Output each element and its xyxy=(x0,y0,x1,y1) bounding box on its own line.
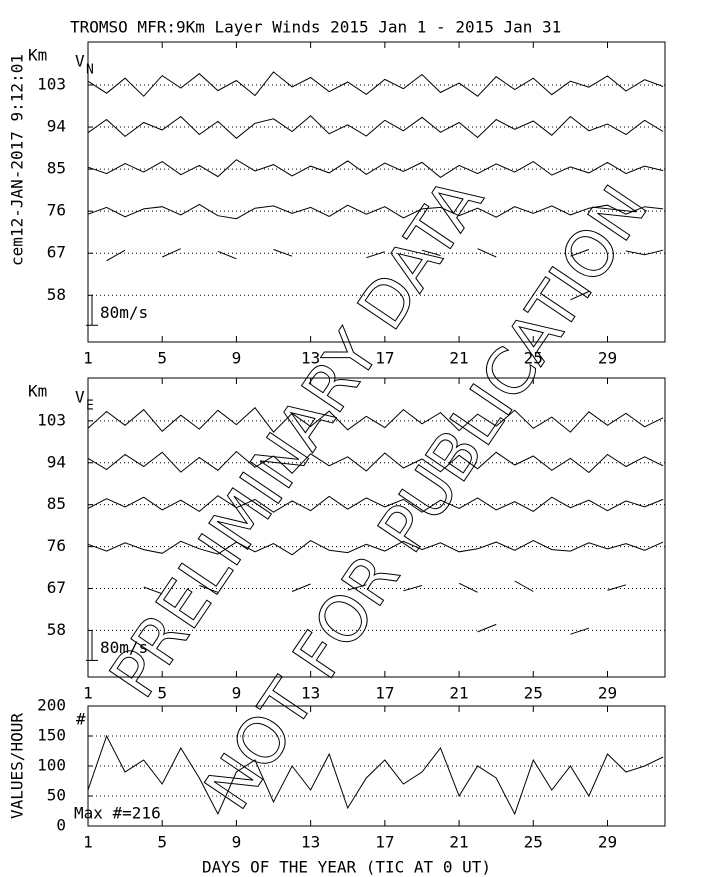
y-tick-label: 103 xyxy=(37,74,66,93)
wind-trace xyxy=(87,450,664,475)
y-tick-label: 94 xyxy=(47,452,66,471)
scale-bar-label: 80m/s xyxy=(100,638,148,657)
x-tick-label: 25 xyxy=(524,349,543,368)
x-tick-label: 1 xyxy=(83,684,93,703)
wind-trace xyxy=(87,115,664,139)
component-label: V xyxy=(75,52,85,71)
x-tick-label: 17 xyxy=(375,349,394,368)
y-tick-label: 85 xyxy=(47,494,66,513)
y-tick-label: 150 xyxy=(37,726,66,745)
stamp: cem12-JAN-2017 9:12:01 xyxy=(8,54,27,266)
y-tick-label: 67 xyxy=(47,243,66,262)
y-tick-label: 58 xyxy=(47,285,66,304)
annotation: Max #=216 xyxy=(74,804,161,823)
y-tick-label: 200 xyxy=(37,696,66,715)
component-subscript: E xyxy=(86,399,94,414)
x-tick-label: 21 xyxy=(449,833,468,852)
y-tick-label: 0 xyxy=(56,816,66,835)
y-tick-label: 76 xyxy=(47,201,66,220)
y-tick-label: 76 xyxy=(47,536,66,555)
x-tick-label: 29 xyxy=(598,833,617,852)
y-tick-label: 100 xyxy=(37,756,66,775)
scale-bar-label: 80m/s xyxy=(100,303,148,322)
wind-trace xyxy=(106,248,664,262)
x-tick-label: 25 xyxy=(524,833,543,852)
x-tick-label: 21 xyxy=(449,684,468,703)
x-tick-label: 1 xyxy=(83,833,93,852)
plot-frame xyxy=(87,41,666,343)
y-axis-label: Km xyxy=(28,382,47,401)
y-axis-label: VALUES/HOUR xyxy=(8,713,27,819)
y-tick-label: 50 xyxy=(47,786,66,805)
wind-trace xyxy=(87,71,664,97)
y-tick-label: 94 xyxy=(47,117,66,136)
x-tick-label: 5 xyxy=(157,833,167,852)
x-tick-label: 9 xyxy=(232,684,242,703)
x-tick-label: 13 xyxy=(301,349,320,368)
wind-trace xyxy=(87,203,664,220)
plot-frame xyxy=(87,377,666,678)
y-tick-label: 58 xyxy=(47,620,66,639)
x-tick-label: 13 xyxy=(301,684,320,703)
y-axis-label: Km xyxy=(28,46,47,65)
component-subscript: N xyxy=(86,63,94,78)
x-axis-label: DAYS OF THE YEAR (TIC AT 0 UT) xyxy=(202,858,491,877)
x-tick-label: 5 xyxy=(157,349,167,368)
wind-trace xyxy=(87,406,664,433)
wind-trace xyxy=(87,540,664,556)
x-tick-label: 13 xyxy=(301,833,320,852)
wind-trace xyxy=(87,495,664,513)
component-label: V xyxy=(75,388,85,407)
y-tick-label: 103 xyxy=(37,410,66,429)
x-tick-label: 17 xyxy=(375,833,394,852)
x-tick-label: 5 xyxy=(157,684,167,703)
x-tick-label: 29 xyxy=(598,349,617,368)
wind-trace xyxy=(478,624,663,634)
count-line xyxy=(87,734,664,816)
marker-label: # xyxy=(76,710,86,729)
wind-trace xyxy=(87,159,664,179)
x-tick-label: 25 xyxy=(524,684,543,703)
x-tick-label: 1 xyxy=(83,349,93,368)
y-tick-label: 67 xyxy=(47,578,66,597)
x-tick-label: 17 xyxy=(375,684,394,703)
x-tick-label: 9 xyxy=(232,349,242,368)
x-tick-label: 21 xyxy=(449,349,468,368)
chart-title: TROMSO MFR:9Km Layer Winds 2015 Jan 1 - … xyxy=(70,18,561,37)
x-tick-label: 29 xyxy=(598,684,617,703)
y-tick-label: 85 xyxy=(47,159,66,178)
x-tick-label: 9 xyxy=(232,833,242,852)
